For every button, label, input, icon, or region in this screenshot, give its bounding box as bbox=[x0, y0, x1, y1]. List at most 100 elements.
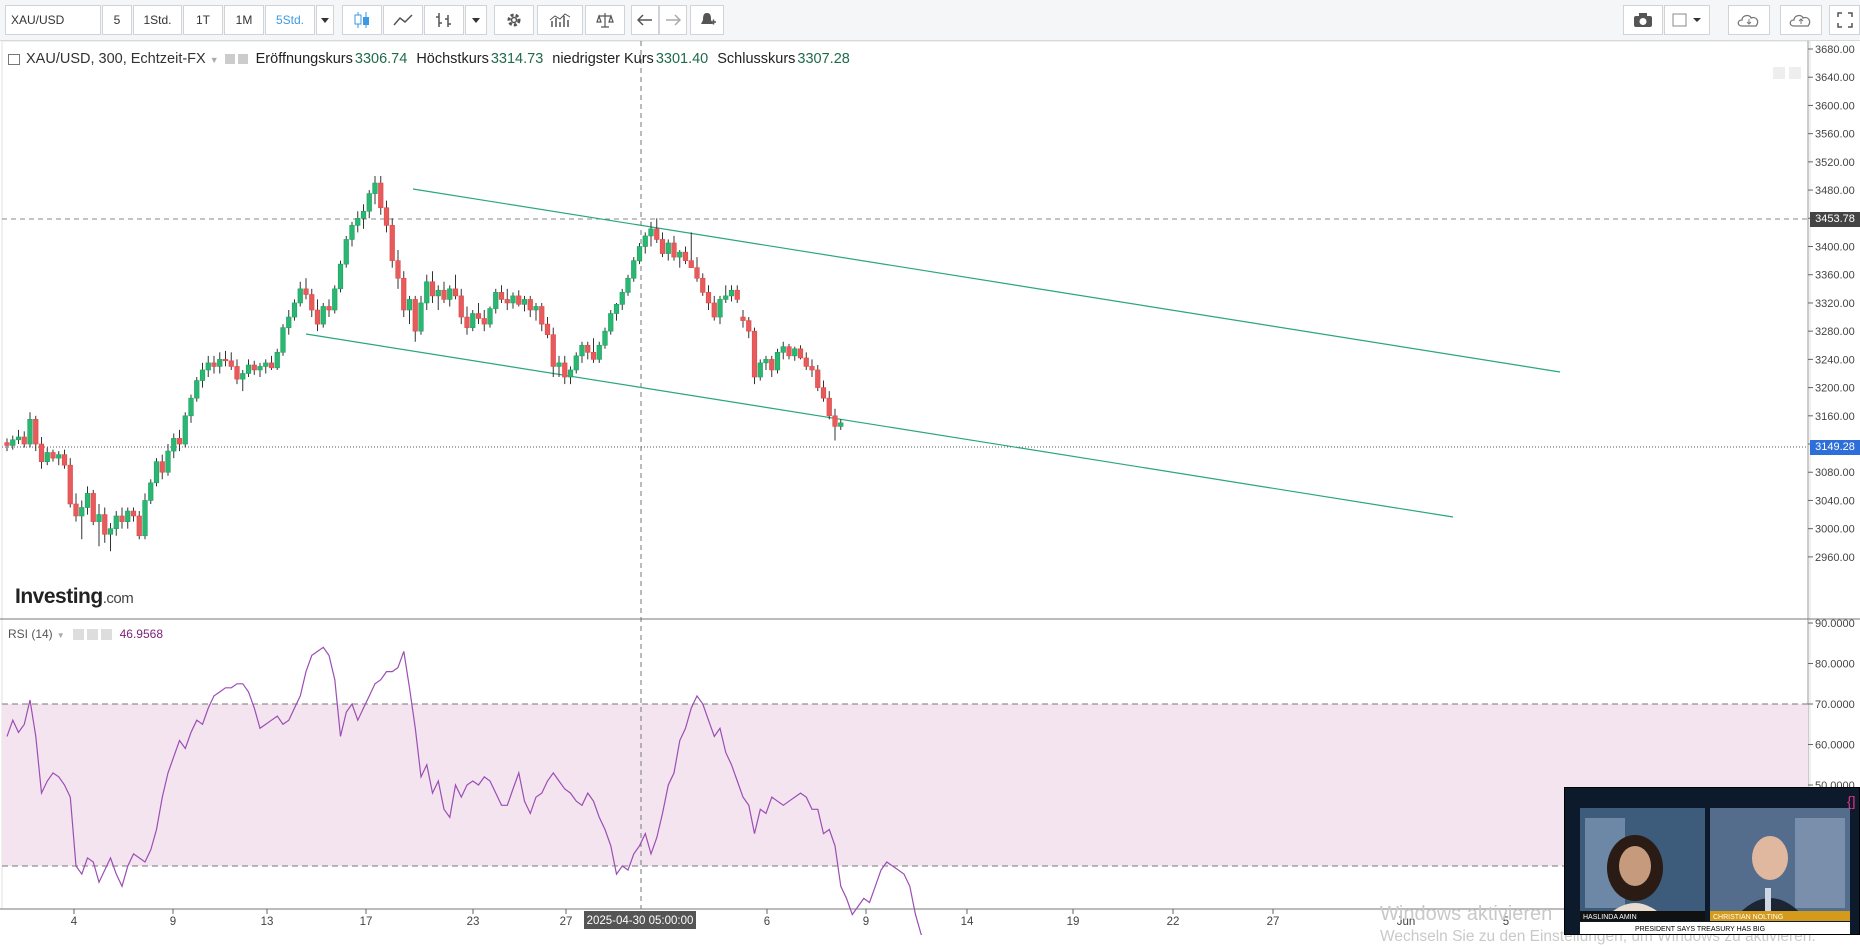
line-chart-icon bbox=[393, 14, 413, 26]
candle-body bbox=[142, 500, 148, 537]
time-tick-label: Jun bbox=[1397, 916, 1416, 928]
chevron-down-icon[interactable]: ▼ bbox=[56, 631, 65, 640]
price-tick-label: 3400.00 bbox=[1815, 242, 1855, 254]
channel-upper-line[interactable] bbox=[412, 188, 1561, 373]
interval-1h-button[interactable]: 1Std. bbox=[133, 5, 182, 35]
candle-body bbox=[102, 514, 108, 535]
time-tick-label: 23 bbox=[467, 916, 480, 928]
close-icon[interactable] bbox=[100, 629, 112, 641]
save-chart-button[interactable] bbox=[1780, 5, 1822, 35]
time-tick-label: 9 bbox=[863, 916, 869, 928]
candle-body bbox=[579, 344, 585, 357]
candle-body bbox=[705, 292, 712, 304]
channel-lower-line[interactable] bbox=[305, 333, 1454, 518]
candle-body bbox=[792, 348, 798, 357]
candle-body bbox=[401, 277, 407, 311]
candle-body bbox=[372, 182, 378, 194]
candle-body bbox=[452, 288, 459, 297]
compare-symbols-button[interactable] bbox=[585, 5, 625, 35]
interval-5-button[interactable]: 5 bbox=[102, 5, 132, 35]
settings-button[interactable] bbox=[494, 5, 534, 35]
settings-icon[interactable] bbox=[237, 54, 248, 65]
candle-body bbox=[481, 318, 487, 325]
eye-icon[interactable] bbox=[224, 54, 235, 65]
load-chart-button[interactable] bbox=[1728, 5, 1770, 35]
candle-body bbox=[130, 510, 137, 517]
chart-canvas[interactable]: 3680.00 3640.00 3600.00 3560.00 3520.00 3480.… bbox=[0, 41, 1860, 935]
candle-body bbox=[464, 316, 470, 328]
candle-body bbox=[573, 355, 579, 371]
candle-body bbox=[349, 225, 355, 240]
candle-body bbox=[268, 362, 275, 369]
candle-body bbox=[309, 294, 315, 311]
interval-1m-button[interactable]: 1M bbox=[224, 5, 264, 35]
rsi-legend: RSI (14) ▼ 46.9568 bbox=[8, 627, 163, 641]
logo-suffix: .com bbox=[102, 590, 134, 607]
arrange-icon[interactable] bbox=[1789, 67, 1801, 79]
candles-icon bbox=[354, 12, 369, 28]
chevron-down-icon[interactable]: ▼ bbox=[209, 55, 219, 65]
candle-body bbox=[188, 397, 194, 417]
candle-body bbox=[251, 364, 257, 371]
candle-body bbox=[797, 348, 804, 359]
candle-body bbox=[337, 263, 344, 290]
collapse-icon[interactable] bbox=[8, 53, 20, 65]
settings-icon[interactable] bbox=[86, 629, 98, 641]
interval-1d-button[interactable]: 1T bbox=[183, 5, 223, 35]
rsi-line bbox=[6, 646, 923, 935]
candle-body bbox=[533, 306, 539, 311]
candle-body bbox=[125, 510, 131, 522]
screenshot-button[interactable] bbox=[1623, 5, 1663, 35]
eye-icon[interactable] bbox=[72, 629, 84, 641]
candle-body bbox=[171, 438, 177, 452]
undo-button[interactable] bbox=[631, 5, 659, 35]
price-tick-label: 3080.00 bbox=[1815, 467, 1855, 479]
candle-body bbox=[56, 454, 62, 459]
time-tick-label: 27 bbox=[560, 916, 573, 928]
cloud-upload-icon bbox=[1789, 14, 1811, 27]
candle-body bbox=[44, 452, 50, 462]
alert-button[interactable] bbox=[690, 5, 724, 35]
candle-body bbox=[636, 246, 643, 261]
candle-body bbox=[280, 327, 286, 353]
candle-body bbox=[257, 366, 263, 371]
video-overlay[interactable]: HASLINDA AMIN CHRISTIAN NOLTING PRESIDEN… bbox=[1564, 787, 1860, 935]
candle-body bbox=[659, 239, 666, 254]
price-tick-label: 3320.00 bbox=[1815, 298, 1855, 310]
interval-dropdown-button[interactable] bbox=[316, 5, 334, 35]
drawing-tools-button[interactable] bbox=[383, 5, 423, 35]
price-tick-label: 3240.00 bbox=[1815, 354, 1855, 366]
fullscreen-button[interactable] bbox=[1829, 5, 1860, 35]
candle-style-button[interactable] bbox=[342, 5, 382, 35]
candle-body bbox=[27, 419, 33, 445]
bloomberg-bracket-icon: {] bbox=[1847, 793, 1856, 809]
candle-body bbox=[107, 528, 114, 535]
video-name-right: CHRISTIAN NOLTING bbox=[1713, 914, 1783, 921]
candle-body bbox=[556, 362, 562, 367]
candle-body bbox=[418, 302, 424, 332]
time-tick-label: 5 bbox=[1503, 916, 1509, 928]
arrange-icon[interactable] bbox=[1773, 67, 1785, 79]
style-dropdown-button[interactable] bbox=[465, 5, 487, 35]
candle-body bbox=[90, 493, 96, 522]
price-tick-label: 3040.00 bbox=[1815, 495, 1855, 507]
symbol-search-input[interactable]: XAU/USD bbox=[5, 5, 101, 35]
interval-5h-button[interactable]: 5Std. bbox=[265, 5, 315, 35]
indicators-button[interactable] bbox=[537, 5, 583, 35]
candle-body bbox=[815, 369, 821, 388]
candle-body bbox=[694, 267, 700, 279]
layout-button[interactable] bbox=[1664, 5, 1710, 35]
candle-body bbox=[567, 369, 574, 378]
candle-body bbox=[539, 306, 545, 325]
video-frame: HASLINDA AMIN CHRISTIAN NOLTING PRESIDEN… bbox=[1565, 788, 1859, 934]
price-tick-label: 2960.00 bbox=[1815, 552, 1855, 564]
candle-body bbox=[717, 299, 723, 318]
price-axis[interactable]: 3680.00 3640.00 3600.00 3560.00 3520.00 3480.… bbox=[1808, 44, 1855, 564]
compare-button[interactable] bbox=[424, 5, 464, 35]
redo-button[interactable] bbox=[659, 5, 687, 35]
time-axis[interactable]: 4 9 13 17 23 27 6 9 14 19 22 27 Jun 5 bbox=[71, 909, 1509, 928]
candle-body bbox=[700, 277, 706, 293]
crosshair-time-label: 2025-04-30 05:00:00 bbox=[587, 915, 694, 927]
candle-body bbox=[182, 415, 188, 445]
